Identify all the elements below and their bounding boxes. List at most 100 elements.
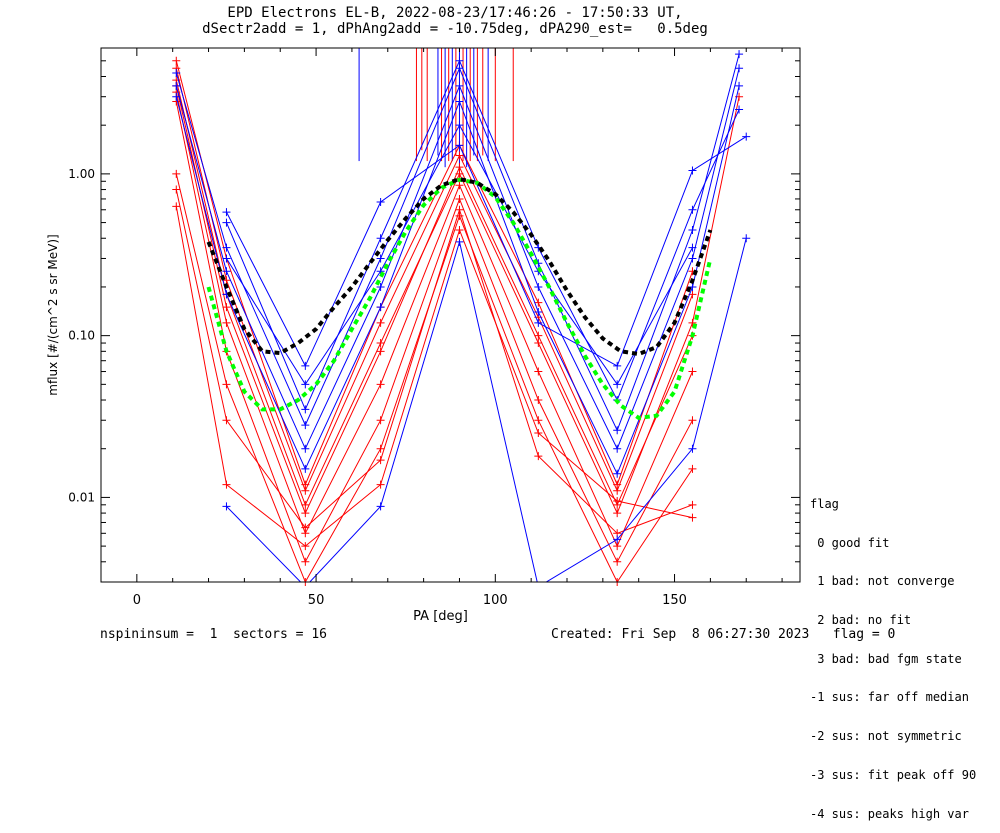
legend-item: -1 sus: far off median bbox=[810, 690, 969, 705]
legend-item: 3 bad: bad fgm state bbox=[810, 651, 962, 666]
blue-data-point bbox=[172, 92, 181, 101]
red-series-line bbox=[175, 189, 693, 534]
y-axis-label: mflux [#/(cm^2 s sr MeV)] bbox=[46, 234, 60, 395]
red-data-point bbox=[613, 509, 622, 518]
red-data-point bbox=[534, 452, 543, 461]
blue-data-point bbox=[735, 50, 744, 59]
red-data-point bbox=[376, 318, 385, 327]
red-data-point bbox=[613, 557, 622, 566]
red-data-point bbox=[688, 318, 697, 327]
legend-item: -3 sus: fit peak off 90 bbox=[810, 767, 977, 782]
red-data-point bbox=[301, 542, 310, 551]
blue-data-point bbox=[301, 405, 310, 414]
red-data-point bbox=[172, 202, 181, 211]
blue-data-point bbox=[301, 361, 310, 370]
red-data-point bbox=[301, 480, 310, 489]
x-tick-label: 0 bbox=[133, 593, 141, 608]
blue-series-line bbox=[226, 238, 747, 582]
footer-settings: nspininsum = 1 sectors = 16 bbox=[100, 627, 327, 642]
red-data-point bbox=[222, 303, 231, 312]
red-data-point bbox=[376, 456, 385, 465]
blue-data-point bbox=[455, 97, 464, 106]
blue-data-point bbox=[376, 198, 385, 207]
red-data-point bbox=[534, 396, 543, 405]
x-tick-label: 100 bbox=[483, 593, 508, 608]
pitch-angle-chart: 0 50 100 150 0.01 0.10 1.00 PA [deg] mflux [#/(c… bbox=[46, 47, 801, 624]
red-data-point bbox=[376, 380, 385, 389]
red-data-point bbox=[301, 509, 310, 518]
red-series-line bbox=[175, 92, 693, 548]
red-data-point bbox=[534, 367, 543, 376]
red-series-line bbox=[175, 173, 693, 582]
legend-item: -2 sus: not symmetric bbox=[810, 729, 962, 744]
legend-item: 1 bad: not converge bbox=[810, 574, 955, 589]
y-tick-label: 0.10 bbox=[68, 329, 95, 343]
blue-data-point bbox=[742, 132, 751, 141]
blue-data-point bbox=[534, 282, 543, 291]
blue-data-point bbox=[613, 444, 622, 453]
red-data-point bbox=[534, 339, 543, 348]
blue-data-point bbox=[455, 81, 464, 90]
red-data-point bbox=[301, 523, 310, 532]
blue-data-point bbox=[172, 81, 181, 90]
flag-legend: flag 0 good fit 1 bad: not converge 2 ba… bbox=[810, 472, 976, 833]
red-data-point bbox=[455, 163, 464, 172]
legend-item: 0 good fit bbox=[810, 535, 890, 550]
red-data-point bbox=[455, 225, 464, 234]
red-data-point bbox=[172, 56, 181, 65]
blue-data-point bbox=[376, 254, 385, 263]
blue-data-point bbox=[613, 469, 622, 478]
blue-data-point bbox=[688, 166, 697, 175]
red-data-point bbox=[222, 416, 231, 425]
blue-data-point bbox=[613, 361, 622, 370]
red-data-point bbox=[222, 276, 231, 285]
x-axis-label: PA [deg] bbox=[413, 609, 468, 624]
red-series-line bbox=[175, 60, 693, 486]
blue-series-line bbox=[226, 136, 747, 368]
blue-data-point bbox=[376, 282, 385, 291]
chart-title-line-1: EPD Electrons EL-B, 2022-08-23/17:46:26 … bbox=[227, 5, 683, 21]
blue-data-point bbox=[534, 308, 543, 317]
blue-data-point bbox=[222, 218, 231, 227]
red-data-point bbox=[222, 480, 231, 489]
red-data-point bbox=[172, 169, 181, 178]
red-data-point bbox=[613, 497, 622, 506]
blue-data-point bbox=[376, 234, 385, 243]
blue-data-point bbox=[222, 267, 231, 276]
red-series-line bbox=[175, 85, 693, 515]
blue-data-point bbox=[534, 318, 543, 327]
red-series-line bbox=[175, 206, 693, 547]
blue-data-point bbox=[735, 81, 744, 90]
blue-data-point bbox=[735, 105, 744, 114]
blue-data-point bbox=[688, 205, 697, 214]
blue-data-point bbox=[301, 444, 310, 453]
blue-data-point bbox=[455, 121, 464, 130]
plot-frame bbox=[100, 47, 801, 583]
blue-data-point bbox=[301, 380, 310, 389]
red-data-point bbox=[455, 181, 464, 190]
legend-item: -4 sus: peaks high var bbox=[810, 806, 969, 821]
blue-data-point bbox=[613, 535, 622, 544]
red-data-point bbox=[688, 500, 697, 509]
red-data-point bbox=[222, 318, 231, 327]
red-data-point bbox=[688, 513, 697, 522]
red-data-point bbox=[376, 416, 385, 425]
red-data-point bbox=[613, 542, 622, 551]
red-data-point bbox=[613, 480, 622, 489]
blue-data-point bbox=[222, 208, 231, 217]
blue-data-point bbox=[376, 303, 385, 312]
blue-data-point bbox=[735, 64, 744, 73]
blue-data-point bbox=[222, 243, 231, 252]
chart-title-line-2: dSectr2add = 1, dPhAng2add = -10.75deg, … bbox=[202, 21, 708, 37]
legend-heading: flag bbox=[810, 496, 839, 511]
red-data-point bbox=[222, 380, 231, 389]
x-tick-label: 150 bbox=[662, 593, 687, 608]
blue-data-point bbox=[172, 69, 181, 78]
blue-data-point bbox=[742, 234, 751, 243]
blue-data-point bbox=[688, 254, 697, 263]
red-data-point bbox=[301, 557, 310, 566]
red-data-point bbox=[376, 339, 385, 348]
red-data-point bbox=[534, 331, 543, 340]
footer-created: Created: Fri Sep 8 06:27:30 2023 flag = … bbox=[551, 627, 896, 642]
y-tick-label: 0.01 bbox=[68, 490, 95, 504]
